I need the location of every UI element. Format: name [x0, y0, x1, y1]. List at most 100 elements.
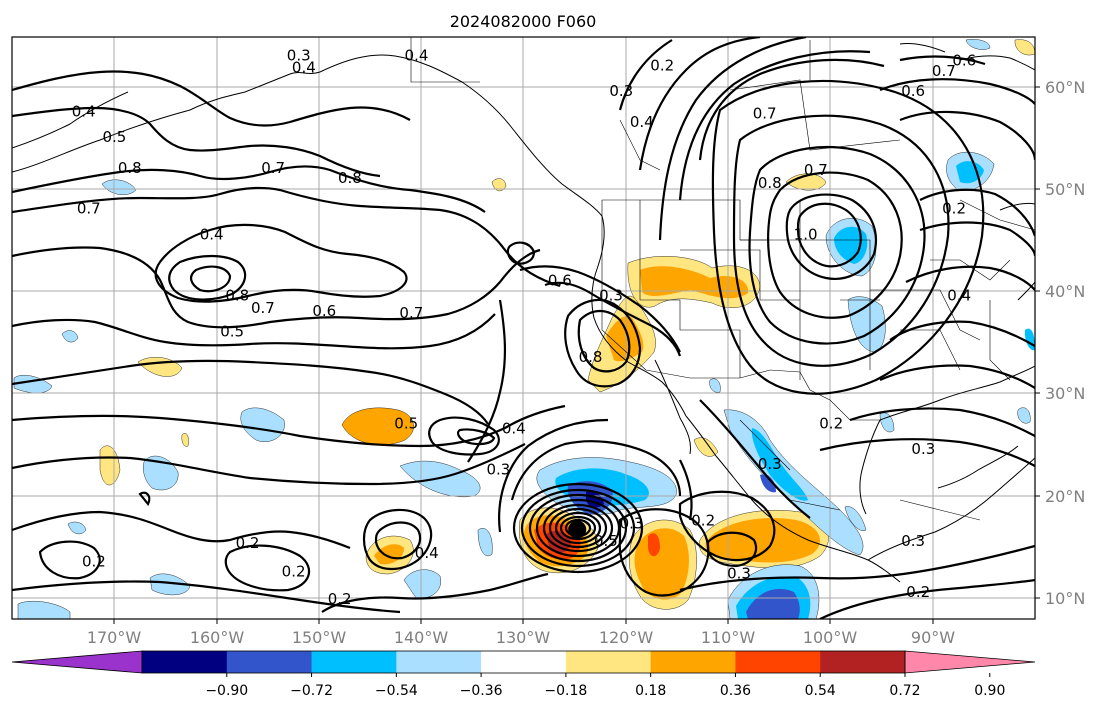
contour-label: 0.2	[942, 200, 966, 218]
colorbar: −0.90 −0.72 −0.54 −0.36 −0.18 0.18 0.36 0.54 0.7…	[11, 650, 1036, 699]
contour-label: 0.7	[399, 304, 423, 322]
lon-label: 130°W	[496, 628, 551, 647]
contour-label: 0.3	[758, 455, 782, 473]
anomaly-fill-positive	[693, 437, 719, 457]
anomaly-fill-negative	[709, 378, 721, 393]
anomaly-fill-negative	[17, 601, 71, 619]
lat-label: 20°N	[1045, 487, 1085, 506]
contour-label: 0.4	[405, 46, 429, 64]
contour-label: 0.7	[753, 105, 777, 123]
colorbar-extend-max	[904, 650, 1036, 674]
anomaly-fill-positive	[1014, 39, 1035, 56]
contour-label: 0.8	[338, 169, 362, 187]
contour-label: 0.4	[947, 287, 971, 305]
lat-label: 60°N	[1045, 78, 1085, 97]
contour-label: 0.4	[292, 59, 316, 77]
colorbar-extend-min	[11, 650, 143, 674]
anomaly-fill-negative	[760, 474, 776, 493]
latitude-axis: 60°N 50°N 40°N 30°N 20°N 10°N	[1035, 78, 1085, 608]
colorbar-segment	[735, 651, 821, 673]
contour-label: 0.5	[594, 532, 618, 550]
colorbar-segment	[650, 651, 736, 673]
lat-label: 30°N	[1045, 384, 1085, 403]
contour-label: 0.8	[758, 174, 782, 192]
anomaly-fill-negative	[879, 412, 895, 433]
colorbar-segment	[142, 651, 228, 673]
colorbar-tick-label: 0.18	[635, 683, 666, 699]
contour-label: 0.2	[236, 534, 260, 552]
lat-label: 40°N	[1045, 282, 1085, 301]
contour-label: 0.2	[328, 590, 352, 608]
colorbar-outline	[141, 650, 906, 674]
map-title: 2024082000 F060	[450, 12, 597, 31]
contour-label: 0.3	[911, 440, 935, 458]
anomaly-fill-positive	[648, 533, 660, 557]
contour-label: 0.6	[901, 82, 925, 100]
colorbar-segment	[820, 651, 906, 673]
anomaly-fill-negative	[965, 39, 991, 50]
colorbar-segment	[396, 651, 482, 673]
contour-label: 0.3	[727, 565, 751, 583]
colorbar-tick-label: 0.36	[720, 683, 751, 699]
contour-label: 0.3	[486, 460, 510, 478]
lat-label: 10°N	[1045, 589, 1085, 608]
colorbar-segment	[481, 651, 567, 673]
colorbar-tick-label: −0.18	[544, 683, 587, 699]
lon-label: 160°W	[190, 628, 245, 647]
contour-lines	[12, 37, 1035, 619]
contour-label: 0.3	[599, 287, 623, 305]
lon-label: 120°W	[599, 628, 654, 647]
contour-label: 0.3	[620, 515, 644, 533]
colorbar-segment	[565, 651, 652, 673]
contour-label: 0.4	[502, 419, 526, 437]
contour-label: 0.4	[72, 103, 96, 121]
contour-label: 0.2	[282, 563, 306, 581]
contour-label: 0.6	[312, 302, 336, 320]
colorbar-tick-label: −0.54	[375, 683, 418, 699]
contour-label: 0.5	[220, 322, 244, 340]
lon-label: 170°W	[87, 628, 142, 647]
map-panel: 0.30.40.40.20.30.40.40.50.80.70.70.80.40…	[12, 37, 1035, 619]
contour-label: 0.7	[804, 161, 828, 179]
contour-label: 0.8	[225, 287, 249, 305]
contour-label: 0.2	[906, 583, 930, 601]
contour-label: 0.8	[579, 348, 603, 366]
anomaly-fill-negative	[13, 375, 53, 394]
contour-label: 0.4	[200, 225, 224, 243]
contour-label: 0.7	[251, 299, 275, 317]
anomaly-fill-negative	[834, 226, 868, 264]
longitude-axis: 170°W 160°W 150°W 140°W 130°W 120°W 110°…	[87, 619, 955, 647]
lon-label: 100°W	[803, 628, 858, 647]
colorbar-tick-label: −0.90	[205, 683, 248, 699]
colorbar-tick-label: 0.54	[805, 683, 836, 699]
contour-label: 0.3	[287, 46, 311, 64]
anomaly-fill-negative	[67, 521, 87, 535]
colorbar-segment	[311, 651, 397, 673]
anomaly-fill-negative	[101, 179, 137, 195]
contour-label: 0.3	[901, 532, 925, 550]
contour-label: 0.5	[394, 414, 418, 432]
colorbar-tick-label: −0.72	[290, 683, 333, 699]
political-borders	[410, 37, 1035, 521]
contour-label: 0.6	[548, 271, 572, 289]
contour-label: 0.7	[261, 159, 285, 177]
contour-label: 0.4	[415, 544, 439, 562]
anomaly-fill-positive	[705, 518, 820, 563]
colorbar-tick-label: −0.36	[460, 683, 503, 699]
lon-label: 150°W	[292, 628, 347, 647]
anomaly-fill-negative	[746, 588, 800, 619]
contour-label: 0.5	[102, 128, 126, 146]
anomaly-fill-negative	[1017, 407, 1031, 424]
contour-label: 0.7	[932, 62, 956, 80]
anomaly-fill-negative	[956, 161, 984, 184]
cyclone-contours	[498, 418, 682, 574]
anomaly-fill-positive	[181, 433, 189, 447]
contour-label: 1.0	[794, 225, 818, 243]
contour-label: 0.6	[952, 52, 976, 70]
colorbar-tick-label: 0.72	[889, 683, 920, 699]
contour-label: 0.2	[650, 57, 674, 75]
anomaly-fill-negative	[61, 330, 79, 343]
anomaly-fill-positive	[99, 445, 121, 486]
contour-label: 0.7	[77, 200, 101, 218]
lon-label: 110°W	[701, 628, 756, 647]
